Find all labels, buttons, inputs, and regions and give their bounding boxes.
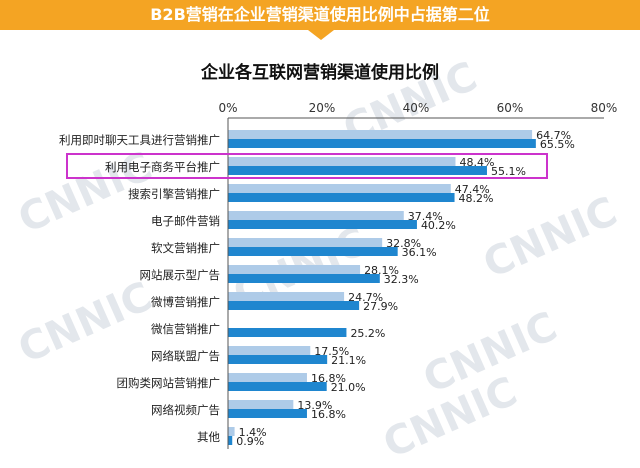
category-label: 微博营销推广 bbox=[151, 295, 220, 309]
chart-title: 企业各互联网营销渠道使用比例 bbox=[201, 63, 439, 83]
data-label: 17.5% bbox=[314, 345, 349, 358]
category-label: 利用即时聊天工具进行营销推广 bbox=[59, 133, 220, 147]
data-label: 1.4% bbox=[239, 426, 267, 439]
bar bbox=[228, 130, 533, 139]
data-label: 21.0% bbox=[331, 381, 366, 394]
x-tick-label: 80% bbox=[591, 101, 618, 115]
category-label: 微信营销推广 bbox=[151, 322, 220, 336]
data-label: 21.1% bbox=[331, 354, 366, 367]
data-label: 64.7% bbox=[536, 129, 571, 142]
bar bbox=[228, 193, 455, 202]
data-label: 47.4% bbox=[455, 183, 490, 196]
bar bbox=[228, 409, 307, 418]
bar bbox=[228, 328, 347, 337]
category-label: 网络联盟广告 bbox=[151, 349, 220, 363]
bar bbox=[228, 211, 404, 220]
data-label: 25.2% bbox=[350, 327, 385, 340]
bar bbox=[228, 247, 398, 256]
data-label: 48.2% bbox=[459, 192, 494, 205]
bar bbox=[228, 265, 361, 274]
category-label: 网站展示型广告 bbox=[140, 268, 221, 282]
data-label: 27.9% bbox=[363, 300, 398, 313]
data-label: 32.8% bbox=[386, 237, 421, 250]
data-label: 16.8% bbox=[311, 408, 346, 421]
category-label: 利用电子商务平台推广 bbox=[105, 160, 220, 174]
highlight-box bbox=[66, 153, 548, 179]
category-label: 团购类网站营销推广 bbox=[117, 376, 221, 390]
data-label: 13.9% bbox=[297, 399, 332, 412]
category-label: 电子邮件营销 bbox=[151, 214, 220, 228]
bar bbox=[228, 373, 307, 382]
bar bbox=[228, 238, 383, 247]
data-label: 36.1% bbox=[402, 246, 437, 259]
banner-title: B2B营销在企业营销渠道使用比例中占据第二位 bbox=[150, 5, 490, 24]
x-tick-label: 20% bbox=[309, 101, 336, 115]
data-label: 0.9% bbox=[236, 435, 264, 448]
data-label: 32.3% bbox=[384, 273, 419, 286]
bar bbox=[228, 400, 294, 409]
category-label: 搜索引擎营销推广 bbox=[128, 187, 220, 201]
data-label: 48.4% bbox=[459, 156, 494, 169]
bar bbox=[228, 301, 360, 310]
data-label: 28.1% bbox=[364, 264, 399, 277]
data-label: 37.4% bbox=[408, 210, 443, 223]
bar bbox=[228, 436, 233, 445]
bar bbox=[228, 184, 451, 193]
bar bbox=[228, 157, 456, 166]
bar-chart: 0% 20% 40% 60% 80% 利用即时聊天工具进行营销推广 64.7%65.5% 利用… bbox=[59, 101, 618, 449]
data-label: 55.1% bbox=[491, 165, 526, 178]
category-label: 其他 bbox=[197, 430, 220, 444]
bar bbox=[228, 220, 417, 229]
header-banner bbox=[0, 0, 640, 30]
bar bbox=[228, 292, 345, 301]
bar bbox=[228, 346, 311, 355]
x-tick-label: 40% bbox=[403, 101, 430, 115]
data-label: 65.5% bbox=[540, 138, 575, 151]
data-label: 24.7% bbox=[348, 291, 383, 304]
data-label: 16.8% bbox=[311, 372, 346, 385]
bar bbox=[228, 355, 328, 364]
banner-pointer bbox=[308, 30, 334, 40]
x-tick-label: 0% bbox=[218, 101, 237, 115]
bar bbox=[228, 427, 235, 436]
bar bbox=[228, 166, 487, 175]
x-tick-label: 60% bbox=[497, 101, 524, 115]
bar bbox=[228, 139, 536, 148]
category-label: 网络视频广告 bbox=[151, 403, 220, 417]
category-label: 软文营销推广 bbox=[151, 241, 220, 255]
bar bbox=[228, 274, 380, 283]
bar bbox=[228, 382, 327, 391]
data-label: 40.2% bbox=[421, 219, 456, 232]
